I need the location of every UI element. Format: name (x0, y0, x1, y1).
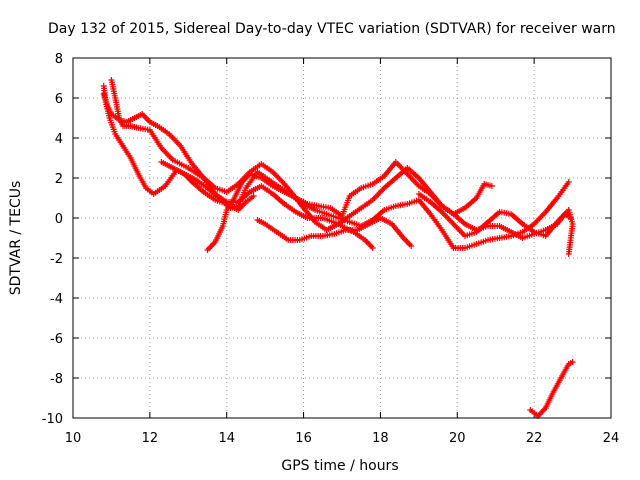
y-axis-label: SDTVAR / TECUs (8, 181, 24, 296)
y-tick-label: 2 (55, 172, 63, 187)
y-tick-label: 6 (55, 92, 63, 107)
x-tick-label: 10 (65, 431, 82, 446)
y-tick-label: 0 (55, 212, 63, 227)
y-tick-label: -6 (50, 332, 63, 347)
x-tick-label: 20 (449, 431, 466, 446)
series-markers (254, 215, 415, 249)
y-tick-label: -10 (42, 412, 63, 427)
series-markers (415, 191, 576, 257)
y-tick-label: -2 (50, 252, 63, 267)
series-track-5 (204, 159, 495, 253)
x-axis-label: GPS time / hours (281, 458, 398, 474)
x-tick-label: 18 (372, 431, 389, 446)
plot-frame (72, 57, 612, 419)
series-track-8 (527, 359, 576, 419)
y-tick-label: 4 (55, 132, 63, 147)
x-tick-label: 12 (142, 431, 159, 446)
series-track-6 (254, 215, 415, 249)
data-series (100, 77, 576, 419)
x-tick-label: 22 (526, 431, 543, 446)
series-track-7 (415, 191, 576, 257)
x-tick-label: 16 (295, 431, 312, 446)
y-tick-label: 8 (55, 52, 63, 67)
series-markers (204, 159, 495, 253)
chart-title: Day 132 of 2015, Sidereal Day-to-day VTE… (48, 21, 616, 37)
x-tick-label: 14 (218, 431, 235, 446)
y-tick-label: -8 (50, 372, 63, 387)
y-tick-label: -4 (50, 292, 63, 307)
x-tick-label: 24 (603, 431, 620, 446)
series-markers (527, 359, 576, 419)
